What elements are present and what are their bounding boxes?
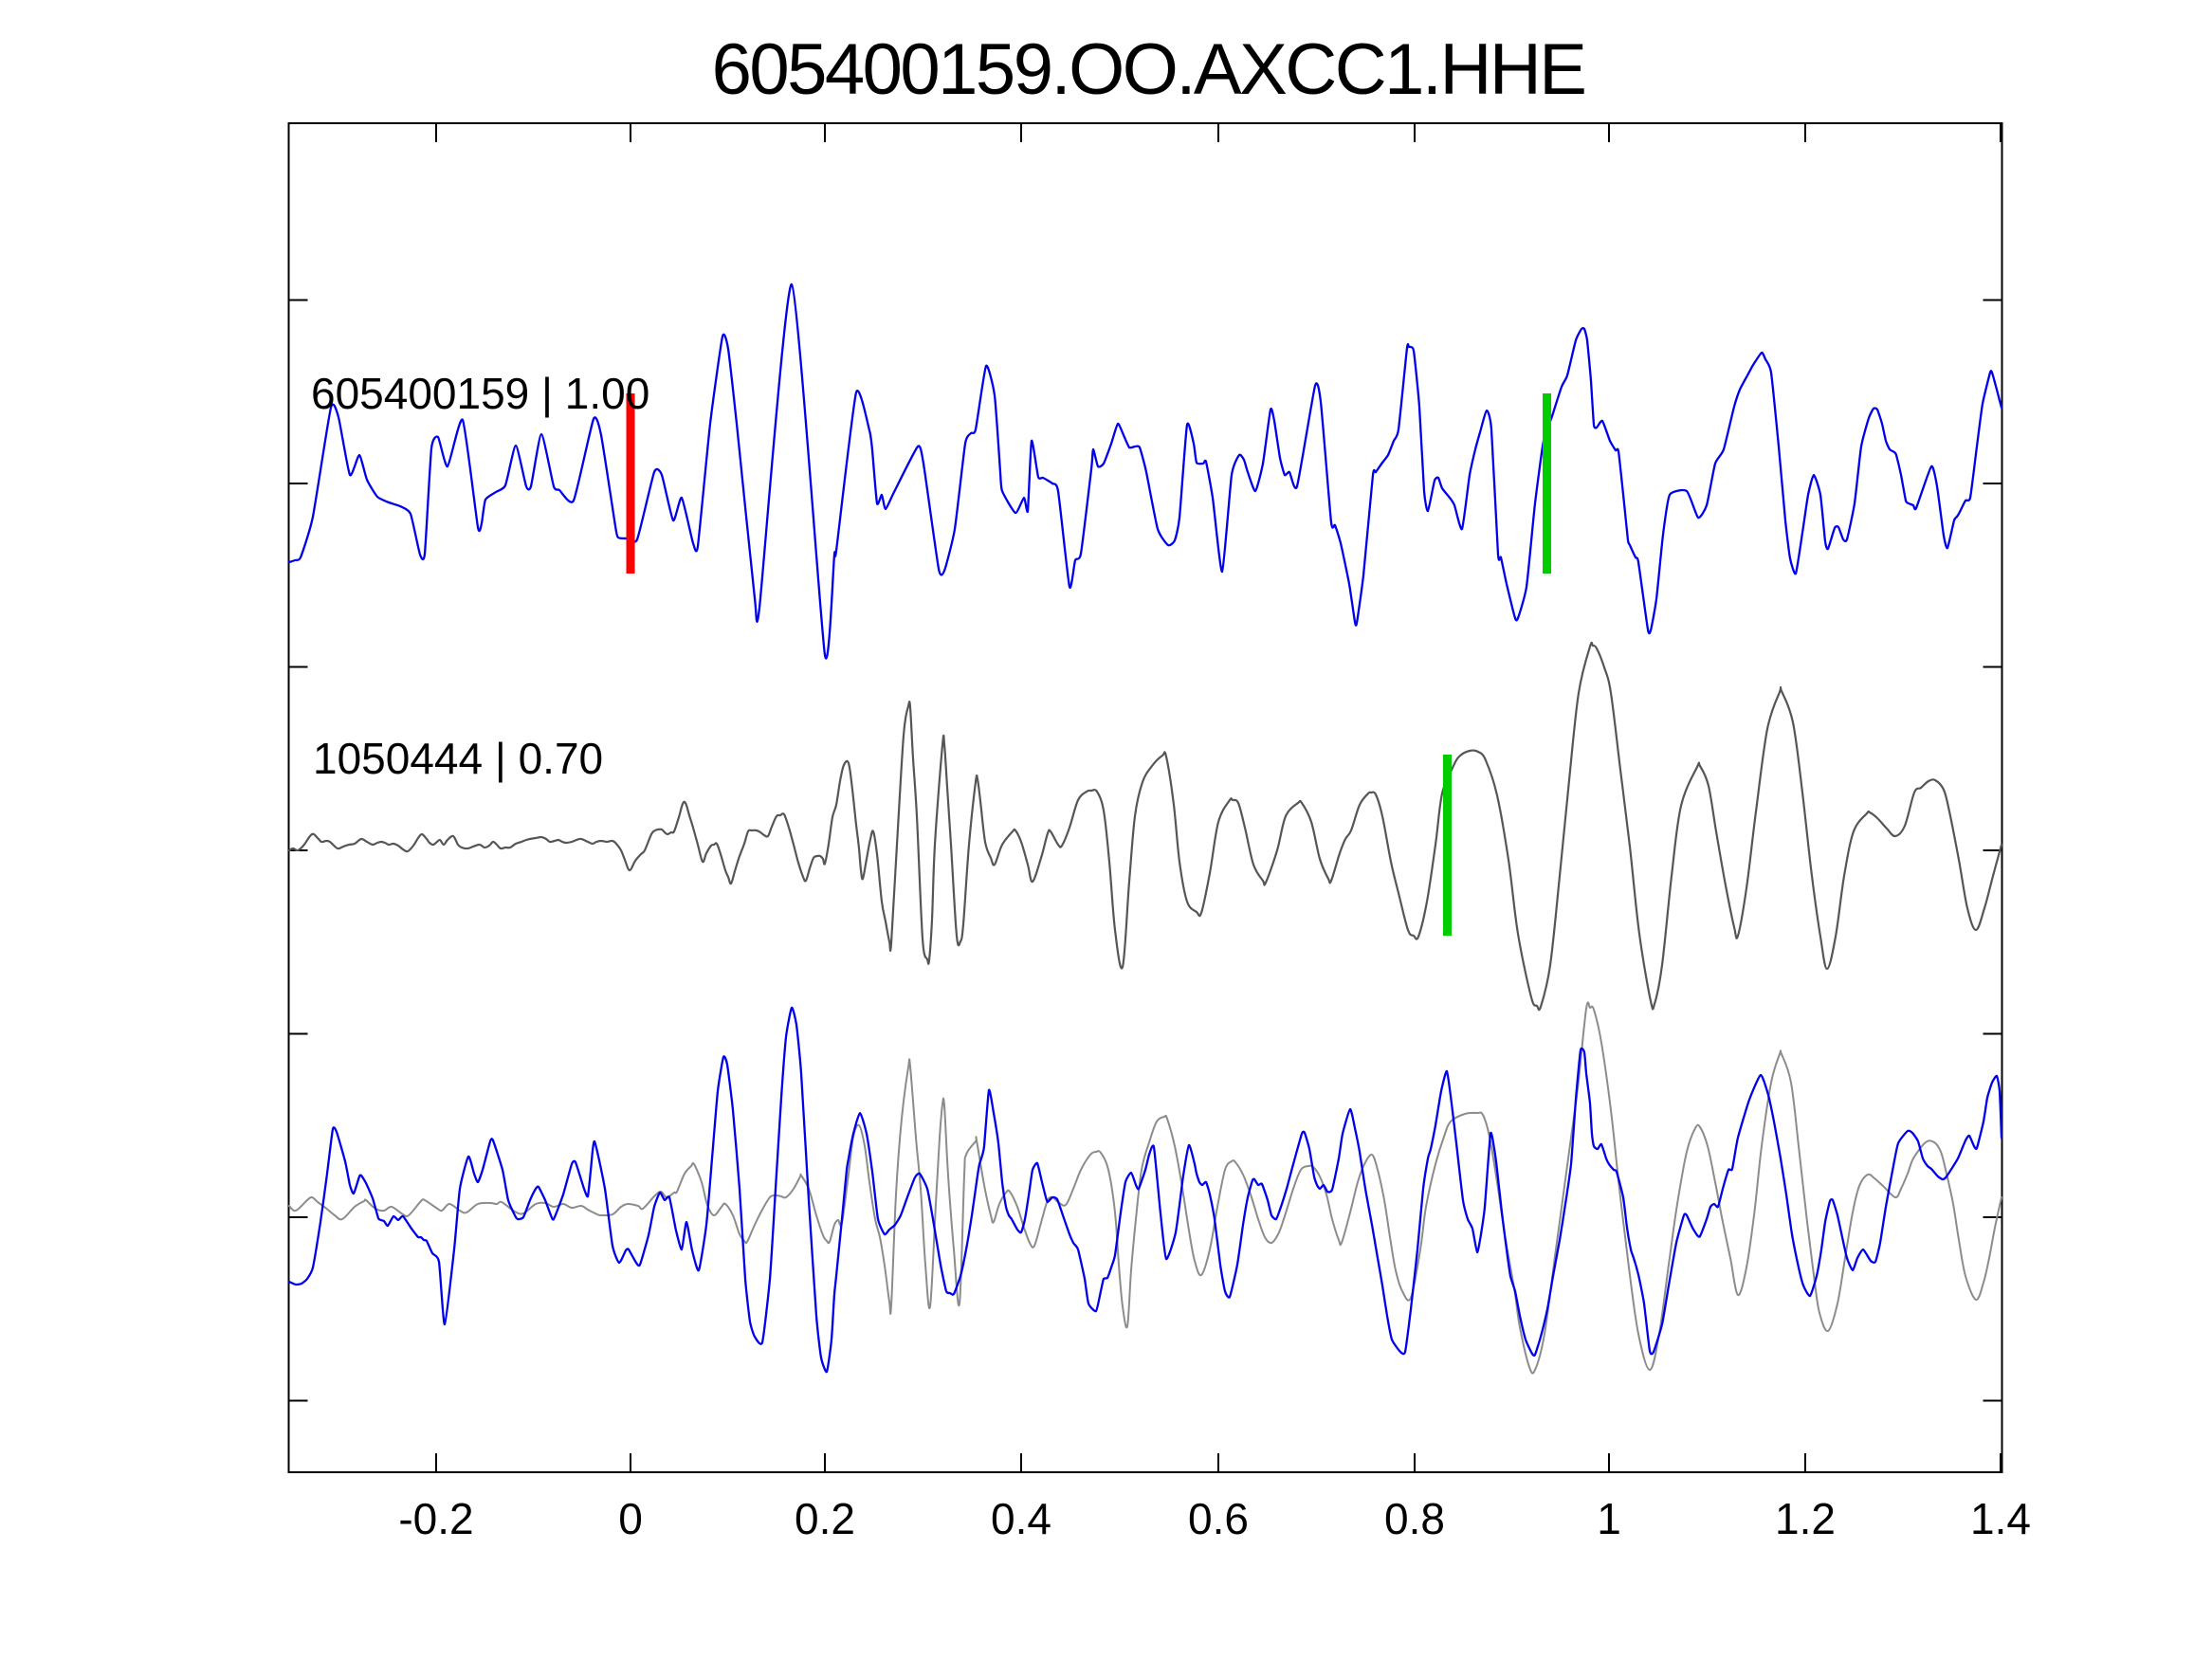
svg-text:-0.2: -0.2 [398, 1494, 473, 1543]
svg-text:0.4: 0.4 [991, 1494, 1051, 1543]
svg-text:605400159 | 1.00: 605400159 | 1.00 [311, 369, 649, 418]
svg-text:0.6: 0.6 [1188, 1494, 1249, 1543]
svg-text:1050444 | 0.70: 1050444 | 0.70 [313, 734, 603, 783]
svg-text:605400159.OO.AXCC1.HHE: 605400159.OO.AXCC1.HHE [712, 29, 1585, 110]
svg-text:1.4: 1.4 [1970, 1494, 2031, 1543]
svg-text:0: 0 [618, 1494, 643, 1543]
svg-text:1.2: 1.2 [1775, 1494, 1836, 1543]
svg-text:0.2: 0.2 [795, 1494, 855, 1543]
svg-text:0.8: 0.8 [1384, 1494, 1445, 1543]
svg-text:1: 1 [1597, 1494, 1621, 1543]
